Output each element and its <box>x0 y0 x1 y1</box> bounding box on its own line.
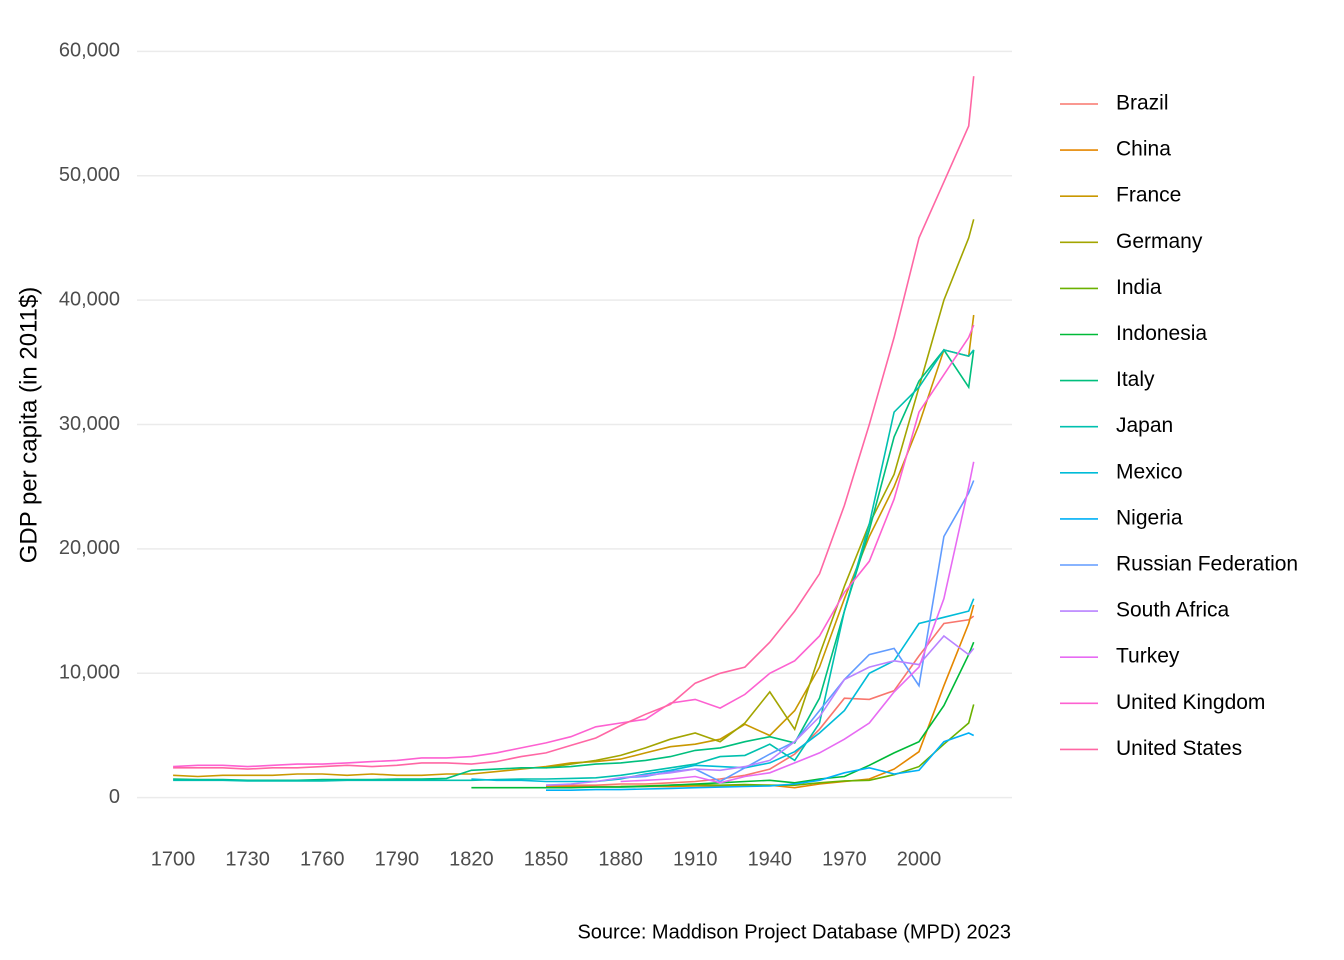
series-line <box>546 732 975 791</box>
series-line <box>620 461 975 784</box>
legend-label: India <box>1116 276 1162 299</box>
y-tick-label: 60,000 <box>59 40 120 62</box>
series-line <box>620 480 975 783</box>
x-tick-label: 1940 <box>748 848 793 870</box>
x-tick-label: 1700 <box>151 848 196 870</box>
series-line <box>471 641 975 789</box>
y-tick-label: 40,000 <box>59 288 120 310</box>
series-line <box>546 615 975 786</box>
y-tick-label: 10,000 <box>59 662 120 684</box>
y-axis-title: GDP per capita (in 2011$) <box>15 287 42 564</box>
series-line <box>471 598 975 783</box>
legend-label: Germany <box>1116 230 1203 253</box>
series-line <box>545 219 975 769</box>
legend-label: Nigeria <box>1116 506 1183 529</box>
series-line <box>173 348 975 782</box>
y-tick-label: 0 <box>109 786 120 808</box>
y-tick-label: 50,000 <box>59 164 120 186</box>
legend-label: United Kingdom <box>1116 691 1265 714</box>
caption: Source: Maddison Project Database (MPD) … <box>577 921 1011 943</box>
x-tick-label: 1910 <box>673 848 718 870</box>
x-tick-label: 2000 <box>897 848 942 870</box>
x-tick-label: 1850 <box>524 848 569 870</box>
legend-label: Brazil <box>1116 92 1169 115</box>
x-tick-label: 1820 <box>449 848 494 870</box>
series-line <box>173 348 975 782</box>
legend-label: Turkey <box>1116 645 1180 668</box>
legend-label: South Africa <box>1116 599 1230 622</box>
legend-label: Mexico <box>1116 460 1183 483</box>
legend-label: Indonesia <box>1116 322 1207 345</box>
series-line <box>545 634 975 786</box>
y-tick-label: 20,000 <box>59 537 120 559</box>
legend-label: France <box>1116 184 1181 207</box>
x-tick-label: 1730 <box>225 848 270 870</box>
legend-label: Japan <box>1116 414 1173 437</box>
x-tick-label: 1970 <box>822 848 867 870</box>
legend-label: United States <box>1116 737 1242 760</box>
x-tick-label: 1880 <box>598 848 643 870</box>
series-line <box>173 314 975 778</box>
legend-label: Russian Federation <box>1116 553 1298 576</box>
series-line <box>173 324 975 768</box>
x-tick-label: 1790 <box>375 848 420 870</box>
y-tick-label: 30,000 <box>59 413 120 435</box>
legend-label: China <box>1116 138 1171 161</box>
legend-label: Italy <box>1116 368 1155 391</box>
series-line <box>173 76 975 770</box>
x-tick-label: 1760 <box>300 848 345 870</box>
